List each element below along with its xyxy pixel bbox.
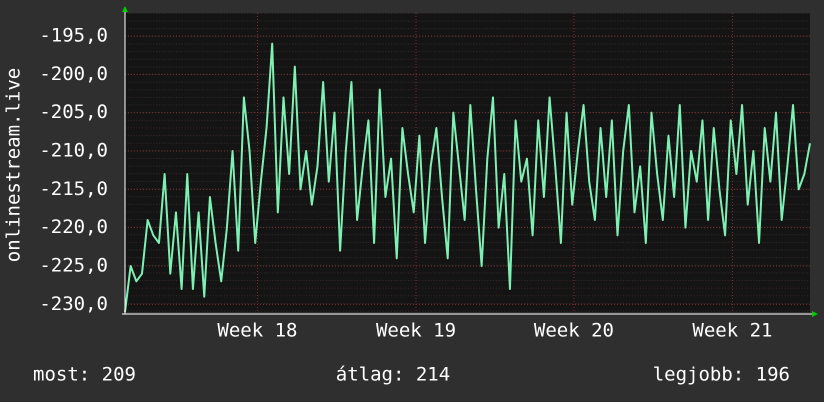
y-tick-label: -230,0 — [39, 293, 108, 315]
y-tick-label: -205,0 — [39, 101, 108, 123]
x-tick-label: Week 21 — [692, 320, 772, 342]
y-axis-label: onlinestream.live — [3, 68, 25, 262]
marks — [124, 13, 811, 313]
y-tick-label: -225,0 — [39, 255, 108, 277]
x-tick-label: Week 19 — [376, 320, 456, 342]
y-tick-label: -220,0 — [39, 216, 108, 238]
y-tick-label: -200,0 — [39, 63, 108, 85]
stat-best: legjobb: 196 — [653, 364, 790, 386]
y-tick-label: -195,0 — [39, 25, 108, 47]
x-tick-label: Week 18 — [217, 320, 297, 342]
stat-current: most: 209 — [33, 364, 136, 386]
y-tick-label: -215,0 — [39, 178, 108, 200]
x-arrow — [812, 311, 818, 317]
x-tick-label: Week 20 — [534, 320, 614, 342]
data-line — [124, 42, 811, 313]
y-tick-label: -210,0 — [39, 140, 108, 162]
y-arrow — [122, 6, 128, 12]
stat-average: átlag: 214 — [336, 364, 450, 386]
